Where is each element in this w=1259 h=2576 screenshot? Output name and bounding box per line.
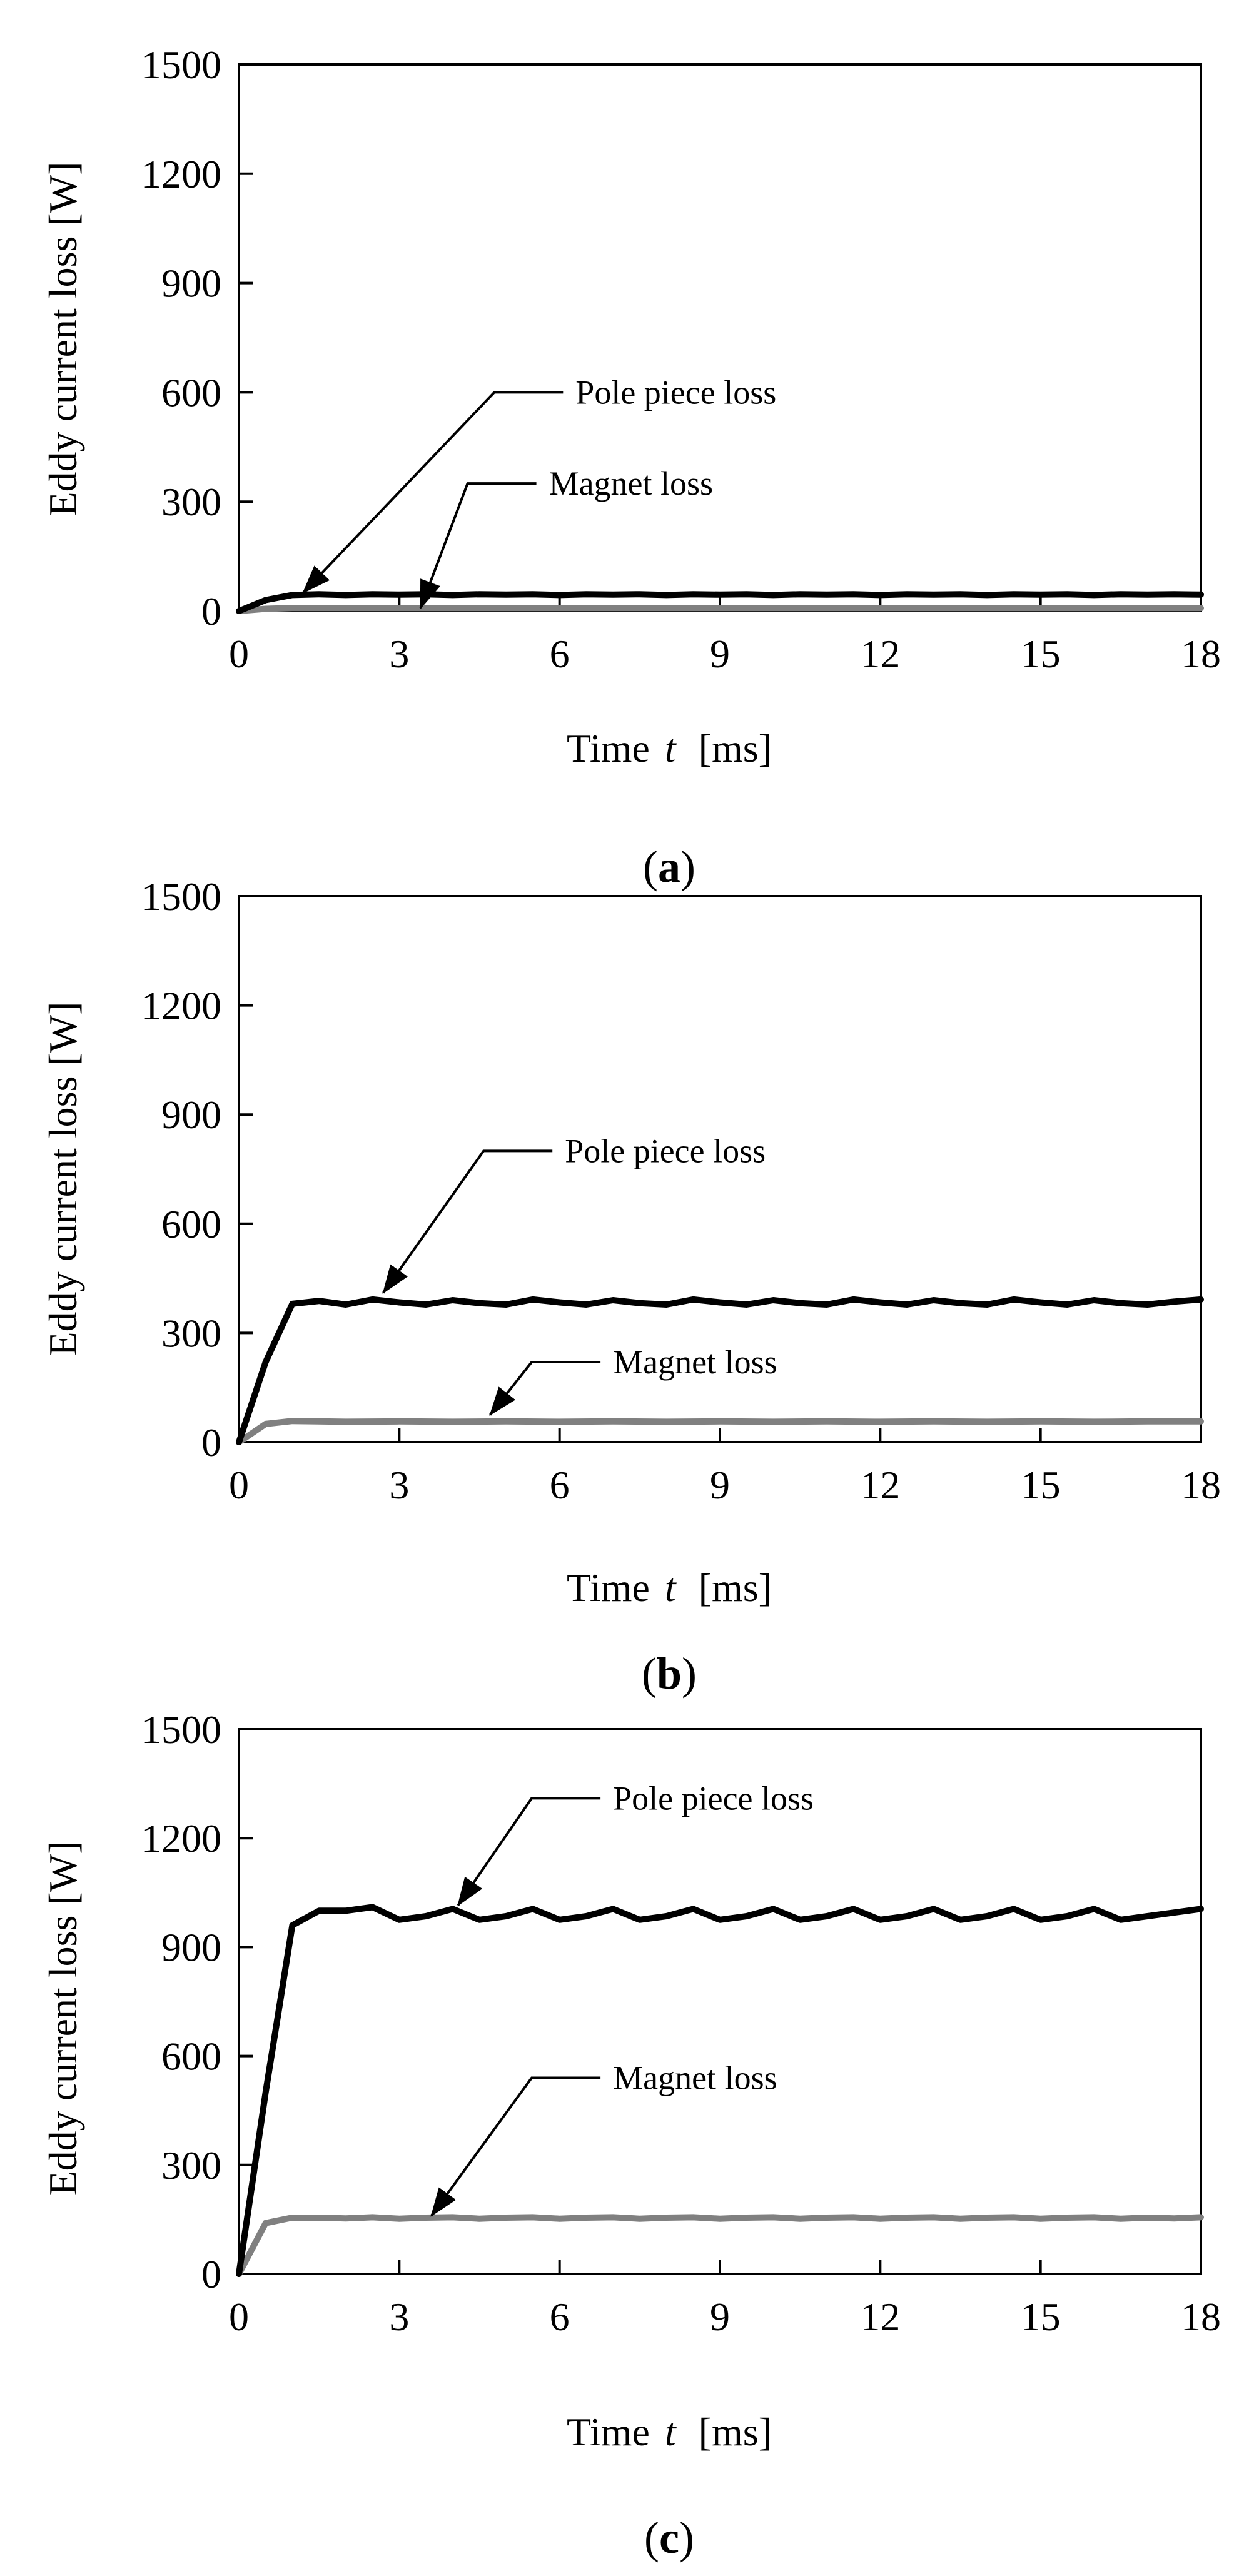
y-tick-label: 1500 — [141, 1707, 221, 1752]
y-tick-label: 1200 — [141, 984, 221, 1028]
annotation-label: Pole piece loss — [565, 1132, 766, 1169]
x-tick-label: 3 — [389, 2295, 409, 2339]
chart-panel-a: Eddy current loss [W] Time t [ms] (a) 0 3 6 9… — [41, 43, 1221, 892]
caption-b: (b) — [642, 1649, 697, 1699]
y-tick-label: 0 — [201, 589, 221, 634]
x-axis-title: Time t [ms] — [567, 1565, 772, 1610]
annotation-label: Pole piece loss — [613, 1779, 814, 1817]
y-tick-label: 300 — [161, 2143, 221, 2188]
annotation-label: Magnet loss — [613, 2059, 777, 2096]
caption-letter: b — [657, 1649, 682, 1699]
x-tick-label: 18 — [1181, 2295, 1221, 2339]
annotation-leader-line — [419, 482, 537, 610]
y-tick-label: 900 — [161, 1093, 221, 1137]
x-tick-label: 6 — [550, 2295, 570, 2339]
x-tick-label: 12 — [860, 2295, 900, 2339]
chart-panel-b: Eddy current loss [W] Time t [ms] (b) 0 3 6 9… — [41, 874, 1221, 1699]
pole-piece-loss-series-line — [236, 1296, 1204, 1445]
x-tick-label: 12 — [860, 1463, 900, 1507]
x-tick-label: 9 — [710, 2295, 730, 2339]
caption-paren-close: ) — [682, 1649, 697, 1699]
x-tick-label: 15 — [1021, 632, 1061, 676]
x-axis-title-main: Time — [567, 1565, 650, 1610]
caption-paren-open: ( — [643, 842, 658, 892]
magnet-loss-series-line — [236, 605, 1204, 614]
x-axis-title-variable: t — [665, 1565, 677, 1610]
x-tick-label: 9 — [710, 1463, 730, 1507]
caption-paren-close: ) — [680, 842, 695, 892]
caption-letter: c — [659, 2513, 679, 2563]
x-axis-title-variable: t — [665, 726, 677, 770]
x-tick-label: 15 — [1021, 1463, 1061, 1507]
y-tick-label: 900 — [161, 261, 221, 306]
x-axis-title-main: Time — [567, 2410, 650, 2454]
y-tick-label: 600 — [161, 2034, 221, 2079]
y-tick-label: 300 — [161, 1311, 221, 1355]
y-tick-label: 900 — [161, 1925, 221, 1969]
x-tick-label: 9 — [710, 632, 730, 676]
x-tick-label: 0 — [229, 632, 249, 676]
pole-piece-loss-series-line — [236, 591, 1204, 614]
x-tick-label: 3 — [389, 1463, 409, 1507]
annotation-label: Magnet loss — [549, 465, 714, 502]
caption-letter: a — [658, 842, 680, 892]
magnet-loss-series-line — [236, 2214, 1204, 2277]
chart-panel-c: Eddy current loss [W] Time t [ms] (c) 0 3 6 9… — [41, 1707, 1221, 2563]
x-tick-label: 6 — [550, 1463, 570, 1507]
x-tick-label: 3 — [389, 632, 409, 676]
y-tick-label: 1500 — [141, 874, 221, 919]
annotation-leader-line — [302, 391, 564, 594]
y-tick-label: 1200 — [141, 1816, 221, 1861]
caption-paren-close: ) — [679, 2513, 694, 2563]
caption-c: (c) — [644, 2513, 694, 2563]
magnet-loss-series-line — [236, 1418, 1204, 1445]
x-tick-label: 15 — [1021, 2295, 1061, 2339]
y-tick-label: 1200 — [141, 152, 221, 196]
caption-a: (a) — [643, 842, 695, 892]
caption-paren-open: ( — [644, 2513, 659, 2563]
annotation-leader-line — [457, 1797, 601, 1907]
y-axis-title: Eddy current loss [W] — [41, 1002, 85, 1356]
annotation-label: Pole piece loss — [575, 373, 776, 411]
annotation-label: Magnet loss — [613, 1343, 777, 1381]
x-axis-title: Time t [ms] — [567, 726, 772, 770]
y-tick-label: 300 — [161, 480, 221, 524]
y-axis-title: Eddy current loss [W] — [41, 162, 85, 517]
y-tick-label: 1500 — [141, 43, 221, 87]
x-axis-title-unit: [ms] — [699, 1565, 772, 1610]
pole-piece-loss-series-line — [236, 1904, 1204, 2277]
x-axis-title-unit: [ms] — [699, 2410, 772, 2454]
y-tick-label: 600 — [161, 1202, 221, 1246]
annotation-leader-line — [382, 1149, 553, 1295]
annotation-leader-line — [489, 1360, 601, 1416]
y-tick-label: 0 — [201, 2252, 221, 2296]
x-axis-title: Time t [ms] — [567, 2410, 772, 2454]
y-tick-label: 0 — [201, 1420, 221, 1465]
x-tick-label: 0 — [229, 2295, 249, 2339]
x-tick-label: 18 — [1181, 632, 1221, 676]
y-axis-title: Eddy current loss [W] — [41, 1841, 85, 2196]
annotation-leader-line — [430, 2076, 601, 2217]
caption-paren-open: ( — [642, 1649, 657, 1699]
x-tick-label: 6 — [550, 632, 570, 676]
x-tick-label: 12 — [860, 632, 900, 676]
x-tick-label: 18 — [1181, 1463, 1221, 1507]
x-axis-title-variable: t — [665, 2410, 677, 2454]
x-axis-title-main: Time — [567, 726, 650, 770]
x-tick-label: 0 — [229, 1463, 249, 1507]
y-tick-label: 600 — [161, 370, 221, 415]
x-axis-title-unit: [ms] — [699, 726, 772, 770]
